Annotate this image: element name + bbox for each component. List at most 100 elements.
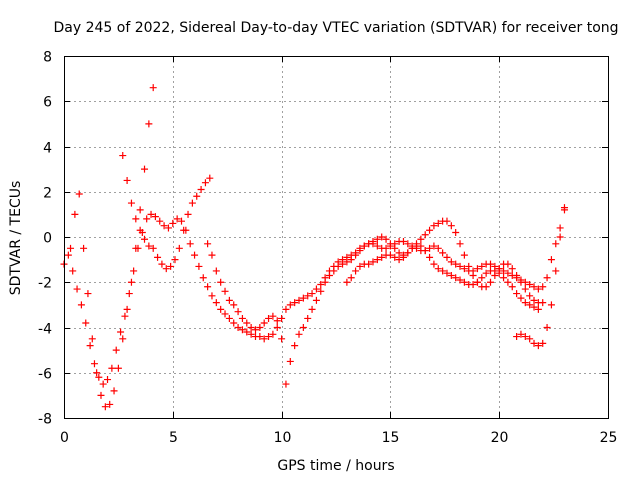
data-point — [395, 249, 403, 257]
data-point — [378, 233, 386, 241]
data-point — [360, 242, 368, 250]
data-point — [443, 253, 451, 261]
series-track-a — [60, 206, 568, 388]
data-point — [539, 283, 547, 291]
data-point — [225, 314, 233, 322]
data-point — [69, 267, 77, 275]
data-point — [456, 240, 464, 248]
data-point — [117, 328, 125, 336]
data-point — [469, 271, 477, 279]
data-point — [130, 267, 138, 275]
data-point — [295, 330, 303, 338]
data-point — [99, 380, 107, 388]
data-point — [434, 219, 442, 227]
data-point — [547, 256, 555, 264]
data-point — [269, 330, 277, 338]
data-point — [110, 387, 118, 395]
series-track-d — [204, 217, 547, 388]
data-point — [197, 185, 205, 193]
data-point — [73, 285, 81, 293]
data-point — [143, 215, 151, 223]
data-point — [373, 256, 381, 264]
data-point — [147, 210, 155, 218]
data-point — [430, 260, 438, 268]
data-point — [352, 251, 360, 259]
data-point — [217, 278, 225, 286]
data-point — [204, 283, 212, 291]
data-point — [230, 319, 238, 327]
data-point — [460, 251, 468, 259]
data-point — [243, 319, 251, 327]
data-point — [421, 231, 429, 239]
data-point — [521, 285, 529, 293]
data-point — [447, 258, 455, 266]
x-tick-labels: 0 5 10 15 20 25 — [60, 430, 617, 446]
data-point — [208, 251, 216, 259]
data-point — [286, 357, 294, 365]
data-point — [552, 267, 560, 275]
data-point — [500, 267, 508, 275]
data-point — [171, 256, 179, 264]
data-point — [530, 303, 538, 311]
data-point — [408, 244, 416, 252]
data-point — [426, 226, 434, 234]
data-point — [136, 206, 144, 214]
axis-ticks — [64, 56, 609, 419]
y-tick-label: 0 — [43, 231, 52, 247]
data-point — [193, 192, 201, 200]
data-point — [106, 400, 114, 408]
data-point — [373, 242, 381, 250]
data-point — [460, 278, 468, 286]
data-point — [391, 253, 399, 261]
data-point — [534, 342, 542, 350]
y-tick-label: -4 — [38, 322, 52, 338]
data-point — [526, 292, 534, 300]
data-point — [378, 253, 386, 261]
data-point — [317, 281, 325, 289]
data-point — [452, 260, 460, 268]
data-point — [473, 265, 481, 273]
data-point — [234, 324, 242, 331]
data-point — [478, 274, 486, 282]
data-point — [167, 262, 175, 270]
data-point — [84, 290, 92, 298]
data-point — [221, 287, 229, 295]
x-tick-label: 0 — [60, 430, 69, 446]
data-point — [456, 262, 464, 270]
data-point — [530, 283, 538, 291]
data-point — [386, 251, 394, 259]
data-point — [539, 339, 547, 347]
data-point — [343, 258, 351, 266]
data-point — [447, 222, 455, 230]
data-point — [426, 253, 434, 261]
data-point — [299, 294, 307, 302]
data-point — [299, 324, 307, 331]
data-point — [356, 247, 364, 255]
data-point — [217, 305, 225, 313]
data-point — [101, 403, 109, 411]
data-point — [452, 228, 460, 236]
data-point — [399, 238, 407, 246]
data-point — [521, 333, 529, 341]
data-point — [399, 253, 407, 261]
data-point — [434, 244, 442, 252]
data-point — [112, 346, 120, 354]
data-point — [127, 278, 135, 286]
y-tick-label: -2 — [38, 276, 52, 292]
data-point — [334, 262, 342, 270]
series-track-c — [119, 152, 214, 273]
data-point — [97, 391, 105, 399]
data-point — [145, 242, 153, 250]
data-point — [391, 244, 399, 252]
data-point — [282, 305, 290, 313]
data-point — [75, 190, 83, 198]
data-point — [352, 267, 360, 275]
data-point — [273, 317, 281, 325]
data-point — [504, 260, 512, 268]
data-point — [491, 267, 499, 275]
data-point — [93, 369, 101, 377]
data-point — [517, 278, 525, 286]
data-point — [108, 364, 116, 372]
data-point — [260, 335, 268, 343]
